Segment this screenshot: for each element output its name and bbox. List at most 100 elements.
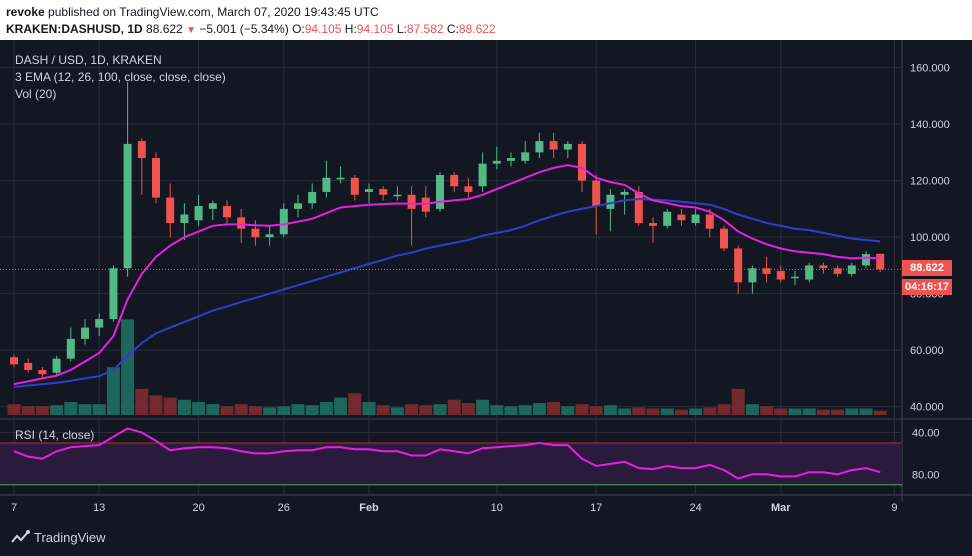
candle-body <box>464 186 473 192</box>
volume-bar <box>689 408 703 415</box>
volume-bar <box>703 407 717 415</box>
volume-bar <box>405 404 419 415</box>
volume-bar <box>816 409 830 415</box>
rsi-legend[interactable]: RSI (14, close) <box>15 428 95 442</box>
candle-body <box>308 191 317 204</box>
volume-bar <box>632 407 646 415</box>
candle-body <box>407 194 416 209</box>
candle-body <box>847 265 856 274</box>
volume-bar <box>177 399 191 415</box>
chart-grid <box>0 40 972 502</box>
candle-body <box>166 197 175 224</box>
symbol-label[interactable]: KRAKEN:DASHUSD, 1D <box>6 22 143 36</box>
volume-bar <box>532 403 546 415</box>
volume-bar <box>78 404 92 415</box>
volume-bar <box>618 408 632 415</box>
candle-body <box>336 177 345 180</box>
volume-bar <box>291 404 305 415</box>
volume-bar <box>206 404 220 415</box>
candle-body <box>507 158 515 161</box>
down-arrow-icon: ▼ <box>186 25 196 36</box>
volume-bar <box>390 407 404 415</box>
time-tick-label: 24 <box>689 502 701 514</box>
volume-bar <box>319 401 333 415</box>
volume-bar <box>873 410 887 415</box>
volume-bar <box>7 404 21 415</box>
volume-bar <box>731 388 745 415</box>
candle-body <box>592 180 601 207</box>
candle-body <box>52 358 61 373</box>
time-tick-label: 17 <box>590 502 602 514</box>
price-tick-label: 40.000 <box>910 402 944 414</box>
volume-legend[interactable]: Vol (20) <box>15 87 57 101</box>
candle-body <box>663 211 672 226</box>
publish-text: published on TradingView.com, March 07, … <box>48 5 379 19</box>
volume-bar <box>646 408 660 415</box>
volume-bar <box>788 408 802 415</box>
candle-body <box>251 228 260 238</box>
candle-body <box>180 214 189 224</box>
ema-lines <box>0 164 902 388</box>
volume-bar <box>362 401 376 415</box>
price-chart[interactable]: 40.00060.00080.000100.000120.000140.0001… <box>0 40 972 520</box>
candlestick-series <box>10 81 885 378</box>
high-value: 94.105 <box>356 22 394 36</box>
time-tick-label: 9 <box>891 502 897 514</box>
author-name[interactable]: revoke <box>6 5 45 19</box>
price-tick-label: 120.000 <box>910 176 950 188</box>
rsi-band-layer <box>0 442 902 486</box>
candle-body <box>677 214 686 221</box>
candle-body <box>393 194 402 197</box>
last-price-badge: 88.622 <box>902 260 952 276</box>
tradingview-logo-icon[interactable] <box>10 528 30 548</box>
candle-body <box>748 268 757 283</box>
candle-body <box>350 177 359 195</box>
volume-bar <box>745 404 759 415</box>
candle-body <box>833 268 842 274</box>
candle-body <box>123 143 132 269</box>
volume-bar <box>476 399 490 415</box>
volume-bar <box>135 388 149 415</box>
volume-bar <box>575 404 589 415</box>
candle-body <box>563 143 572 150</box>
volume-bar <box>504 406 518 415</box>
candle-body <box>194 206 203 221</box>
volume-bars <box>7 319 887 415</box>
volume-bar <box>220 406 234 415</box>
volume-bar <box>376 405 390 415</box>
rsi-line <box>13 427 881 480</box>
volume-bar <box>92 404 106 415</box>
candle-body <box>578 143 586 181</box>
candle-body <box>450 174 459 187</box>
footer: TradingView <box>0 520 972 556</box>
candle-body <box>24 362 33 370</box>
volume-bar <box>774 408 788 415</box>
volume-bar <box>603 405 617 415</box>
price-tick-label: 100.000 <box>910 232 950 244</box>
candle-body <box>535 141 544 153</box>
candle-body <box>691 214 700 224</box>
low-value: 87.582 <box>406 22 444 36</box>
rsi-tick-label: 40.00 <box>912 428 940 440</box>
volume-bar <box>547 401 561 415</box>
ema-legend[interactable]: 3 EMA (12, 26, 100, close, close, close) <box>15 70 226 84</box>
candle-body <box>237 217 246 229</box>
candle-body <box>109 268 118 320</box>
brand-name[interactable]: TradingView <box>34 530 106 545</box>
volume-bar <box>50 405 64 415</box>
volume-bar <box>802 408 816 415</box>
candle-body <box>137 141 146 159</box>
price-tick-label: 160.000 <box>910 63 950 75</box>
candle-body <box>606 194 615 209</box>
candle-body <box>876 253 885 270</box>
candle-body <box>549 141 558 150</box>
chart-title[interactable]: DASH / USD, 1D, KRAKEN <box>15 53 162 67</box>
time-tick-label: Mar <box>771 502 791 514</box>
candle-body <box>805 265 814 280</box>
candle-body <box>436 174 444 209</box>
volume-bar <box>163 397 177 415</box>
candle-body <box>720 228 728 249</box>
volume-bar <box>263 407 277 415</box>
volume-bar <box>192 401 206 415</box>
rsi-tick-label: 80.00 <box>912 469 940 481</box>
